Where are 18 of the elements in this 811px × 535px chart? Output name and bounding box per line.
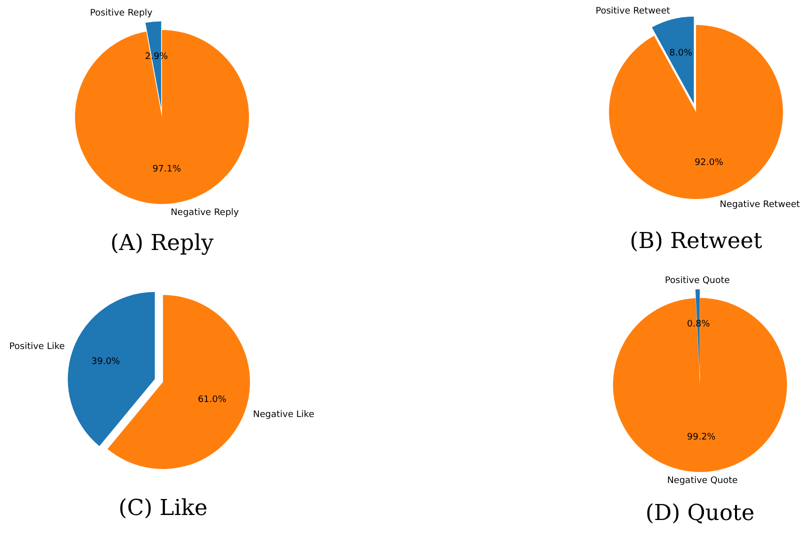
slice-label: Negative Reply [170,208,240,218]
data-label: 99.2% [687,432,716,443]
data-label: 92.0% [694,158,724,168]
text: (C) Like [118,496,208,521]
slice-label: Negative Retweet [720,200,800,210]
text: (B) Retweet [630,229,762,254]
data-label: 8.0% [669,48,693,58]
text: (A) Reply [110,231,214,256]
slice-label: Negative Quote [667,476,738,486]
slice-label: Negative Like [253,410,315,420]
slice-label: Positive Quote [664,276,730,286]
data-label: 97.1% [152,164,182,174]
data-label: 39.0% [91,356,120,367]
slice-label: Positive Like [9,342,66,352]
slice-label: Positive Reply [90,8,154,18]
text: (D) Quote [645,501,755,526]
data-label: 61.0% [198,395,227,406]
slice-label: Positive Retweet [596,6,671,16]
